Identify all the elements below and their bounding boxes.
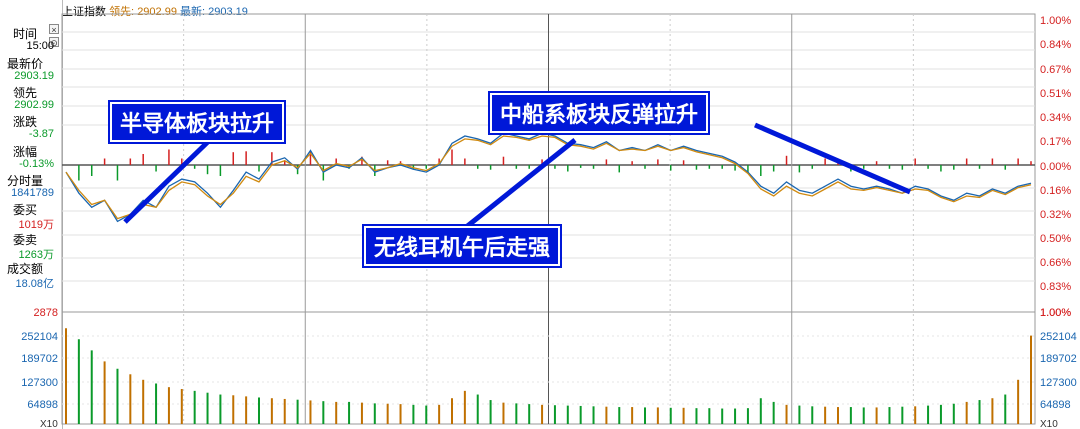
volume-tick-label-right: 189702 xyxy=(1040,353,1077,365)
last-label: 最新: xyxy=(180,6,206,18)
time-label: 时间 xyxy=(12,27,37,41)
volume-tick-label: 127300 xyxy=(21,377,58,389)
amount-value: 18.08亿 xyxy=(15,278,54,290)
time-value: 15:00 xyxy=(26,40,54,52)
volume-tick-label-right: 127300 xyxy=(1040,377,1077,389)
pct-tick-label: 1.00% xyxy=(1040,307,1071,319)
vol-multiplier-right: X10 xyxy=(1040,419,1058,429)
callout-earbuds: 无线耳机午后走强 xyxy=(364,226,561,266)
pct-tick-label: 0.17% xyxy=(1040,136,1071,148)
pct-tick-label: 0.50% xyxy=(1040,233,1071,245)
amount-label: 成交额 xyxy=(6,262,43,276)
pct-tick-label: 0.67% xyxy=(1040,64,1071,76)
pct-tick-label: 0.16% xyxy=(1040,185,1071,197)
callout-pointer xyxy=(463,138,577,230)
price-value: 2903.19 xyxy=(14,70,54,82)
volume-tick-label: 252104 xyxy=(21,331,58,343)
pct-value: -0.13% xyxy=(19,158,54,170)
volume-tick-label: 64898 xyxy=(27,399,58,411)
callout-pointer xyxy=(123,133,217,224)
pct-label: 涨幅 xyxy=(12,145,37,159)
change-label: 涨跌 xyxy=(12,115,37,129)
pct-tick-label: 0.32% xyxy=(1040,209,1071,221)
pct-tick-label: 0.66% xyxy=(1040,257,1071,269)
change-value: -3.87 xyxy=(28,128,54,140)
lead-side-value: 2902.99 xyxy=(14,99,54,111)
bid-label: 委买 xyxy=(12,203,37,217)
pct-tick-label: 0.34% xyxy=(1040,112,1071,124)
price-label: 最新价 xyxy=(6,57,43,71)
settings-icon[interactable]: ⊙ xyxy=(49,37,59,48)
volume-tick-label: 189702 xyxy=(21,353,58,365)
lead-label: 领先: xyxy=(109,6,135,18)
volume-tick-label: 2878 xyxy=(34,307,58,319)
callout-pointer xyxy=(754,122,911,195)
pct-tick-label: 1.00% xyxy=(1040,15,1071,27)
lead-side-label: 领先 xyxy=(12,86,37,100)
vol-value: 1841789 xyxy=(11,187,54,199)
volume-tick-label-right: 64898 xyxy=(1040,399,1071,411)
pct-tick-label: 0.84% xyxy=(1040,39,1071,51)
chart-header: 上证指数 领先: 2902.99 最新: 2903.19 xyxy=(62,3,248,19)
lead-line xyxy=(65,135,1032,220)
pct-tick-label: 0.51% xyxy=(1040,88,1071,100)
vol-multiplier: X10 xyxy=(40,419,58,429)
index-name: 上证指数 xyxy=(62,6,106,18)
ask-value: 1263万 xyxy=(18,249,54,261)
callout-semiconductor: 半导体板块拉升 xyxy=(110,102,285,142)
vol-label: 分时量 xyxy=(6,174,43,188)
bid-value: 1019万 xyxy=(18,219,54,231)
callout-shipbuilding: 中船系板块反弹拉升 xyxy=(490,93,709,133)
volume-tick-label-right: 1.00% xyxy=(1040,307,1071,319)
info-panel: × ⊙ 时间 15:00 最新价 2903.19 领先 2902.99 涨跌 -… xyxy=(0,0,63,429)
pct-tick-label: 0.83% xyxy=(1040,281,1071,293)
pct-tick-label: 0.00% xyxy=(1040,161,1071,173)
close-icon[interactable]: × xyxy=(49,24,59,35)
ask-label: 委卖 xyxy=(12,233,37,247)
volume-tick-label-right: 252104 xyxy=(1040,331,1077,343)
last-value: 2903.19 xyxy=(208,6,248,18)
lead-value: 2902.99 xyxy=(137,6,177,18)
